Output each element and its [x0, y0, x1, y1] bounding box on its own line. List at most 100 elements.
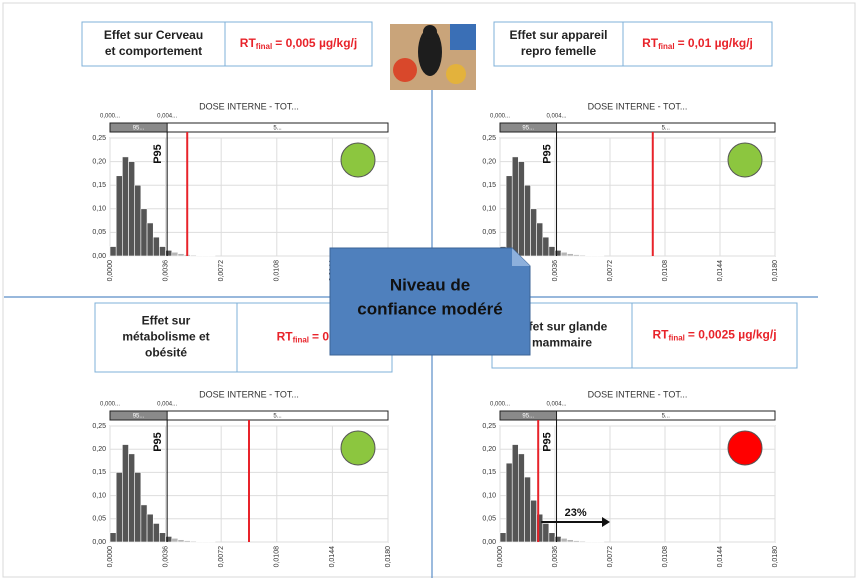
y-tick-label: 0,10 [482, 492, 496, 499]
histogram-bar [134, 184, 142, 257]
histogram-bar [548, 532, 556, 543]
histogram-bar [554, 250, 562, 257]
histogram-bar [128, 161, 136, 257]
histogram-bar [530, 208, 537, 257]
y-tick-label: 0,15 [482, 182, 496, 189]
y-tick-label: 0,20 [92, 446, 106, 453]
histogram-bar [128, 453, 136, 543]
histogram-bar [159, 246, 166, 257]
x-tick-label: 0,0144 [717, 260, 724, 282]
rt-text: = 0,0025 µg/kg/j [688, 328, 777, 342]
strip-label: 0,004... [157, 114, 177, 120]
histogram-bar [560, 251, 568, 257]
panel-title: et comportement [105, 44, 202, 58]
strip-label: 0,004... [547, 114, 567, 120]
x-tick-label: 0,0000 [107, 546, 114, 568]
y-tick-label: 0,10 [482, 206, 496, 213]
rt-subscript: final [658, 42, 674, 51]
x-tick-label: 0,0036 [552, 260, 559, 282]
p95-label: P95 [541, 432, 553, 452]
y-tick-label: 0,15 [92, 469, 106, 476]
x-tick-label: 0,0000 [497, 546, 504, 568]
rt-label: RTfinal = 0,01 µg/kg/j [642, 36, 753, 51]
histogram-bar [183, 540, 191, 543]
x-tick-label: 0,0180 [772, 260, 779, 282]
y-tick-label: 0,15 [92, 182, 106, 189]
y-tick-label: 0,10 [92, 206, 106, 213]
exceedance-label: 23% [565, 507, 587, 519]
histogram-bar [134, 472, 142, 543]
histogram-bar [560, 537, 568, 543]
strip-label: 95... [522, 414, 534, 420]
histogram-bar [190, 540, 197, 543]
y-tick-label: 0,25 [482, 135, 496, 142]
strip-label: 0,000... [100, 114, 120, 120]
panel-title-box [81, 21, 226, 67]
rt-symbol: RT [240, 36, 257, 50]
histogram-bar [140, 208, 148, 257]
histogram-bar [177, 253, 185, 257]
histogram-bar [190, 254, 197, 257]
panel-title: métabolisme et [122, 330, 209, 344]
histogram-bar [573, 540, 580, 543]
strip-p95 [109, 122, 168, 133]
x-tick-label: 0,0036 [162, 260, 169, 282]
histogram-bar [140, 504, 148, 543]
histogram-bar [152, 236, 160, 257]
arrow-head [602, 517, 610, 527]
rt-symbol: RT [277, 330, 294, 344]
panel-title: repro femelle [521, 44, 597, 58]
panel-title: obésité [145, 346, 187, 360]
histogram-bar [115, 472, 123, 543]
y-tick-label: 0,20 [92, 158, 106, 165]
x-tick-label: 0,0072 [607, 260, 614, 282]
y-tick-label: 0,10 [92, 492, 106, 499]
histogram-bar [536, 222, 544, 257]
chart-title: DOSE INTERNE - TOT... [588, 101, 688, 111]
food-photo [390, 24, 476, 90]
center-box-shape [329, 247, 531, 356]
y-tick-label: 0,05 [92, 516, 106, 523]
histogram-bar [566, 253, 574, 257]
photo-piece [393, 58, 417, 82]
y-tick-label: 0,05 [482, 229, 496, 236]
panel-title: Effet sur glande [517, 320, 608, 334]
photo-piece [418, 28, 442, 76]
strip-label: 95... [133, 126, 145, 132]
strip-label: 0,000... [490, 114, 510, 120]
y-tick-label: 0,00 [482, 539, 496, 546]
histogram-bar [511, 156, 519, 257]
y-tick-label: 0,15 [482, 469, 496, 476]
rt-subscript: final [668, 334, 684, 343]
status-indicator [340, 142, 376, 178]
photo-piece [450, 24, 476, 50]
y-tick-label: 0,25 [92, 423, 106, 430]
p95-label: P95 [541, 144, 553, 164]
strip-p95 [109, 410, 168, 421]
histogram-bar [152, 523, 160, 543]
histogram-bar [499, 532, 507, 543]
y-tick-label: 0,00 [92, 253, 106, 260]
x-tick-label: 0,0180 [385, 546, 392, 568]
x-tick-label: 0,0180 [772, 546, 779, 568]
histogram-bar [518, 453, 525, 543]
rt-box [224, 21, 373, 67]
center-box-text: Niveau de [390, 275, 470, 294]
photo-piece [446, 64, 466, 84]
histogram-bar [518, 161, 525, 257]
photo-piece [423, 25, 437, 39]
histogram-bar [171, 537, 179, 543]
histogram-bar [566, 539, 574, 543]
strip-label: 0,004... [157, 402, 177, 408]
histogram-bar [511, 444, 519, 543]
strip-label: 0,000... [100, 402, 120, 408]
strip-label: 0,000... [490, 402, 510, 408]
histogram-bar [122, 444, 129, 543]
panel-title: Effet sur Cerveau [104, 28, 203, 42]
histogram-bar [146, 222, 154, 257]
histogram-bar [524, 476, 531, 543]
panel-title-box [493, 21, 624, 67]
